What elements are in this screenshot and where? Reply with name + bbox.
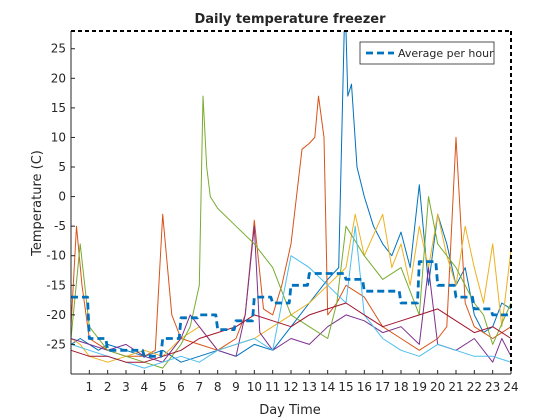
series-line-2 — [70, 213, 512, 363]
series-layer — [70, 30, 512, 369]
x-tick-label: 16 — [357, 380, 372, 394]
x-tick-label: 10 — [247, 380, 262, 394]
y-tick-label: 15 — [51, 101, 66, 115]
x-tick-label: 4 — [141, 380, 149, 394]
series-line-6 — [70, 302, 512, 363]
x-tick-label: 2 — [104, 380, 112, 394]
x-tick-label: 3 — [122, 380, 130, 394]
x-tick-label: 15 — [338, 380, 353, 394]
x-tick-label: 21 — [448, 380, 463, 394]
y-tick-label: -15 — [46, 278, 66, 292]
x-tick-label: 24 — [503, 380, 518, 394]
y-tick-label: -20 — [46, 308, 66, 322]
legend-box — [359, 41, 495, 65]
x-tick-label: 13 — [302, 380, 317, 394]
series-line-4 — [70, 95, 512, 369]
axes-layer: 1 2 3 4 5 6 7 8 9 10 11 12 13 14 15 16 17 18 19 20 21 22 23 24-… — [46, 30, 519, 394]
x-tick-label: 7 — [196, 380, 204, 394]
legend: Average per hour — [359, 41, 495, 65]
x-tick-label: 18 — [393, 380, 408, 394]
x-tick-label: 6 — [177, 380, 185, 394]
legend-entry-label: Average per hour — [398, 47, 494, 60]
x-tick-label: 1 — [86, 380, 94, 394]
plot-area — [71, 31, 511, 374]
x-axis-label: Day Time — [259, 403, 321, 418]
y-axis-label: Temperature (C) — [30, 150, 45, 257]
y-tick-label: 5 — [58, 160, 66, 174]
series-line-5 — [70, 225, 512, 369]
plot-background — [71, 31, 511, 374]
series-line-1 — [70, 95, 512, 357]
x-tick-label: 8 — [214, 380, 222, 394]
x-tick-label: 20 — [430, 380, 445, 394]
x-tick-label: 12 — [283, 380, 298, 394]
x-tick-label: 23 — [485, 380, 500, 394]
x-tick-label: 5 — [159, 380, 167, 394]
y-tick-label: 10 — [51, 130, 66, 144]
x-tick-label: 11 — [265, 380, 280, 394]
y-tick-label: -5 — [54, 219, 66, 233]
y-tick-label: 25 — [51, 42, 66, 56]
x-tick-label: 22 — [467, 380, 482, 394]
y-tick-label: 0 — [58, 190, 66, 204]
chart-title: Daily temperature freezer — [194, 12, 386, 27]
x-tick-label: 14 — [320, 380, 335, 394]
x-tick-label: 19 — [412, 380, 427, 394]
x-tick-label: 9 — [232, 380, 240, 394]
y-tick-label: 20 — [51, 71, 66, 85]
y-tick-label: -10 — [46, 249, 66, 263]
x-tick-label: 17 — [375, 380, 390, 394]
y-tick-label: -25 — [46, 337, 66, 351]
